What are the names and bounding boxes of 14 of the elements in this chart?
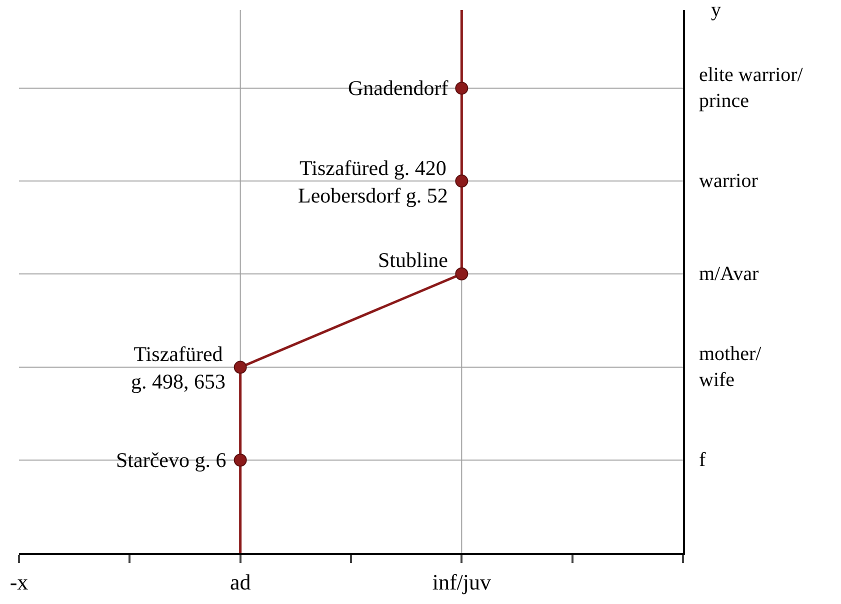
annotation: Starčevo g. 6 [116,448,226,472]
y-axis-title: y [711,0,721,21]
ref-line-label: mother/ wife [699,343,762,391]
ref-line-label: warrior [699,170,758,192]
x-tick-label: -x [10,569,28,594]
x-tick-label: ad [230,569,251,594]
x-tick-label: inf/juv [432,569,492,594]
annotation: Tiszafüred g. 498, 653 [131,342,226,394]
annotation: Gnadendorf [348,76,448,100]
annotation: Stubline [378,248,448,272]
ref-line-label: f [699,449,706,471]
ref-line-label: m/Avar [699,263,759,285]
annotation: Tiszafüred g. 420 Leobersdorf g. 52 [298,156,448,208]
ref-line-label: elite warrior/ prince [699,64,804,112]
